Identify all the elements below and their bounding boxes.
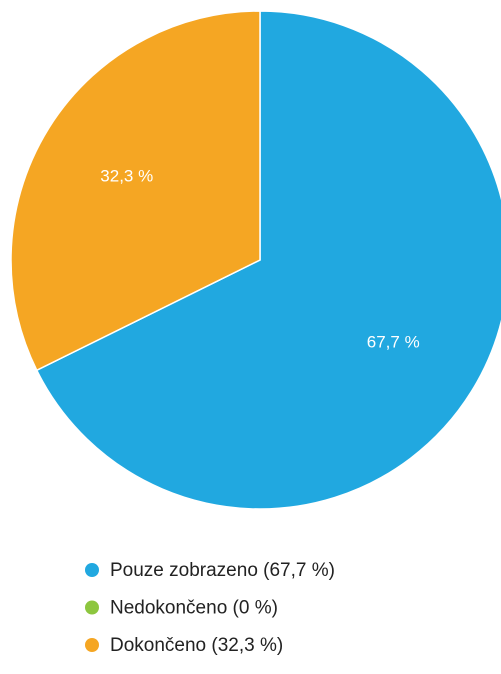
slice-label: 32,3 % — [100, 167, 153, 186]
legend-marker — [85, 563, 99, 577]
pie-slice — [10, 10, 261, 372]
slice-label: 67,7 % — [367, 332, 420, 351]
legend-text: Dokončeno (32,3 %) — [110, 635, 283, 656]
pie-slice — [35, 10, 501, 510]
legend-marker — [85, 638, 99, 652]
legend-text: Pouze zobrazeno (67,7 %) — [110, 560, 335, 581]
legend-text: Nedokončeno (0 %) — [110, 598, 278, 619]
legend-marker — [85, 600, 99, 615]
